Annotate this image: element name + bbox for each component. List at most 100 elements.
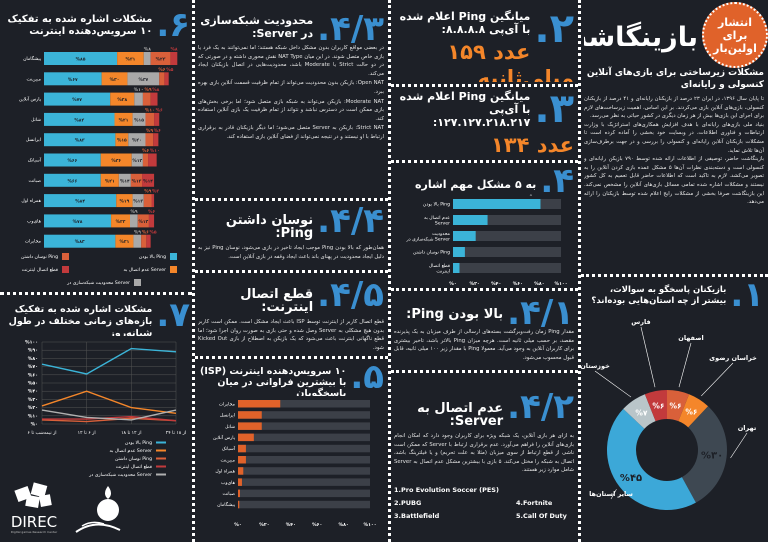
section-number: ۴/۲. bbox=[507, 392, 574, 427]
segment-label: %۹ bbox=[144, 87, 151, 93]
isp-bar-chart: مخابرات ایرانسل شاتل پارس آنلاین آسیاتک مبین‌… bbox=[213, 400, 377, 528]
bar-segment bbox=[142, 92, 151, 106]
bar bbox=[238, 411, 262, 419]
legend-label: محدودیت شبکه‌سازی در Server bbox=[66, 280, 130, 286]
category-label: عدم اتصال به Server bbox=[424, 216, 450, 226]
bar-segment bbox=[134, 92, 143, 106]
slice-label: فارس bbox=[631, 318, 650, 326]
tick-label: %۱۰۰ bbox=[554, 281, 567, 287]
bar-segment bbox=[44, 153, 101, 167]
section-1-header: ۱. بازیکنان پاسخگو به سوالات، بیشتر از چ… bbox=[584, 280, 764, 310]
slice-label: تهران bbox=[738, 424, 757, 432]
bar-segment bbox=[117, 52, 144, 65]
category-label: شاتل bbox=[31, 118, 41, 123]
segment-label: %۲۳ bbox=[156, 57, 166, 63]
section-2: ۲. میانگین Ping اعلام شده با آی‌پی ۸.۸.۸… bbox=[394, 10, 574, 82]
donut-slice bbox=[644, 390, 667, 422]
bar bbox=[238, 467, 244, 475]
section-text: Moderate NAT: بازیکن می‌تواند به شبکه با… bbox=[198, 98, 384, 122]
bar-segment bbox=[115, 234, 134, 248]
segment-label: %۲۱ bbox=[119, 117, 129, 123]
y-tick-label: %۵۰ bbox=[28, 381, 38, 387]
category-label: پیشگامان bbox=[217, 501, 236, 508]
bar-segment bbox=[143, 52, 151, 65]
tick-label: %۸۰ bbox=[338, 522, 348, 528]
segment-label: %۵ bbox=[166, 67, 173, 73]
section-text: مقدار Ping زمان رفت‌وبرگشت بسته‌های ارسا… bbox=[394, 329, 574, 361]
divider bbox=[195, 270, 388, 273]
slice-label: سایر استان‌ها bbox=[589, 490, 633, 498]
section-4-5: ۴/۵. قطع اتصال اینترنت: قطع اتصال کاربر … bbox=[198, 280, 384, 354]
segment-label: %۶ bbox=[142, 148, 149, 154]
legend-swatch bbox=[62, 266, 69, 273]
segment-label: %۱۳ bbox=[132, 178, 142, 184]
donut-slice bbox=[667, 390, 690, 422]
section-text: قطع اتصال کاربر از اینترنت توسط ISP باعث… bbox=[198, 319, 384, 351]
y-tick-label: %۶۰ bbox=[28, 372, 38, 378]
segment-label: %۹ bbox=[134, 229, 141, 235]
series-line bbox=[41, 390, 177, 415]
bar bbox=[238, 478, 242, 486]
category-label: نوسان داشتن Ping bbox=[413, 250, 450, 256]
category-label: مبین‌نت bbox=[220, 458, 235, 463]
tick-label: %۲۰ bbox=[469, 281, 479, 287]
legend-swatch bbox=[134, 279, 141, 286]
legend-label: قطع اتصال اینترنت bbox=[116, 465, 152, 470]
segment-label: %۳ bbox=[152, 189, 159, 195]
category-label: محدودیت شبکه‌سازی در Server bbox=[405, 232, 451, 242]
bar-segment bbox=[44, 133, 116, 147]
legend-swatch bbox=[170, 253, 177, 260]
section-title: بازیکنان پاسخگو به سوالات، بیشتر از چه ا… bbox=[591, 285, 727, 306]
bar-segment bbox=[148, 214, 155, 228]
slice-label: خراسان رضوی bbox=[709, 354, 757, 362]
category-label: صبانت bbox=[29, 179, 42, 184]
bar-segment bbox=[44, 214, 112, 228]
segment-label: %۱۵ bbox=[134, 117, 144, 123]
bar-segment bbox=[44, 72, 102, 86]
section-text: Strict NAT: بازیکن به Server متصل می‌شود… bbox=[198, 125, 384, 140]
bar-segment bbox=[145, 133, 154, 147]
section-number: ۴. bbox=[540, 166, 574, 196]
bar-track bbox=[453, 215, 561, 225]
y-tick-label: %۳۰ bbox=[28, 397, 38, 403]
legend-swatch bbox=[170, 266, 177, 273]
bar-track bbox=[453, 247, 561, 257]
segment-label: %۱۳ bbox=[138, 219, 148, 225]
province-donut-chart: %۶ اصفهان %۶ خراسان رضوی %۳۰ تهران %۴۵ سایر است… bbox=[581, 318, 757, 510]
bar-track bbox=[238, 411, 370, 419]
section-number: ۶. bbox=[156, 10, 190, 45]
section-text: به ازای هر بازی آنلاین، یک شبکه ویژه برا… bbox=[394, 433, 574, 474]
slice-value-label: %۶ bbox=[685, 408, 697, 417]
divider bbox=[391, 160, 578, 163]
segment-label: %۱۹ bbox=[120, 199, 130, 205]
bar-segment bbox=[130, 173, 143, 187]
category-label: ایرانسل bbox=[26, 138, 41, 143]
tick-label: %۰ bbox=[234, 522, 241, 528]
legend-label: عدم اتصال به Server bbox=[110, 448, 153, 454]
slice-value-label: %۷ bbox=[635, 408, 648, 417]
y-tick-label: %۴۰ bbox=[28, 389, 38, 395]
section-text: همان‌طور که بالا بودن Ping موجب ایجاد تا… bbox=[198, 245, 384, 260]
section-3: ۳. میانگین Ping اعلام شده با آی‌پی ۱۲۷.۱… bbox=[394, 90, 574, 160]
donut-slice bbox=[678, 394, 709, 428]
game-item: 3.Battlefield bbox=[394, 511, 440, 520]
segment-label: %۶۶ bbox=[67, 178, 77, 184]
y-tick-label: %۸۰ bbox=[28, 356, 38, 362]
bar-track bbox=[453, 231, 561, 241]
direc-logo-subtext: Digital games Research Center bbox=[10, 530, 58, 534]
slice-value-label: %۶ bbox=[669, 401, 681, 410]
bar-track bbox=[238, 444, 370, 453]
leader-line bbox=[610, 489, 617, 500]
segment-label: %۶۷ bbox=[68, 77, 78, 83]
bar bbox=[238, 456, 246, 464]
category-label: پیشگامان bbox=[23, 55, 42, 62]
section-title: عدم اتصال به Server: bbox=[417, 401, 504, 429]
bar-track bbox=[238, 422, 370, 430]
bar-segment bbox=[132, 112, 146, 126]
bar-segment bbox=[115, 133, 129, 147]
section-number: ۴/۴. bbox=[317, 206, 384, 241]
bar-segment bbox=[137, 214, 149, 228]
segment-label: %۶ bbox=[142, 229, 149, 235]
bar-segment bbox=[150, 52, 171, 65]
y-tick-label: %۲۰ bbox=[28, 405, 38, 411]
